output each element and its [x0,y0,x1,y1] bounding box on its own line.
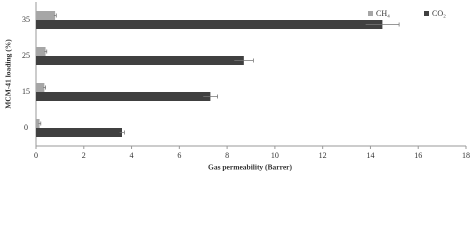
legend-swatch [368,11,373,16]
x-tick-label: 10 [271,151,279,160]
chart: Gas permeability (Barrer) MCM-41 loading… [4,2,470,172]
x-tick-label: 8 [225,151,229,160]
error-bar [365,22,400,27]
legend-label: CO₂ [432,9,446,18]
bar [36,20,383,29]
error-bar [234,58,254,63]
y-axis-title: MCM-41 loading (%) [4,39,13,109]
error-bar [43,85,46,90]
legend-swatch [424,11,429,16]
bar [36,92,211,101]
bar [36,11,56,20]
error-bar [44,49,48,54]
bar [36,83,45,92]
x-tick-label: 0 [34,151,38,160]
y-tick-label: 25 [22,51,30,60]
bar [36,56,244,65]
error-bar [203,94,218,99]
y-tick-label: 15 [22,87,30,96]
y-tick-label: 35 [22,15,30,24]
bar [36,119,40,128]
bar [36,47,46,56]
x-tick-label: 18 [462,151,470,160]
y-tick-label: 0 [24,123,28,132]
x-tick-label: 12 [319,151,327,160]
error-bar [119,130,125,135]
x-axis-title: Gas permeability (Barrer) [208,163,293,172]
bar [36,128,122,137]
error-bar [53,13,57,18]
error-bar [38,121,42,126]
x-tick-label: 2 [82,151,86,160]
x-tick-label: 6 [177,151,181,160]
x-tick-label: 16 [414,151,422,160]
legend-label: CH₄ [376,9,390,18]
x-tick-label: 4 [130,151,134,160]
x-tick-label: 14 [366,151,374,160]
